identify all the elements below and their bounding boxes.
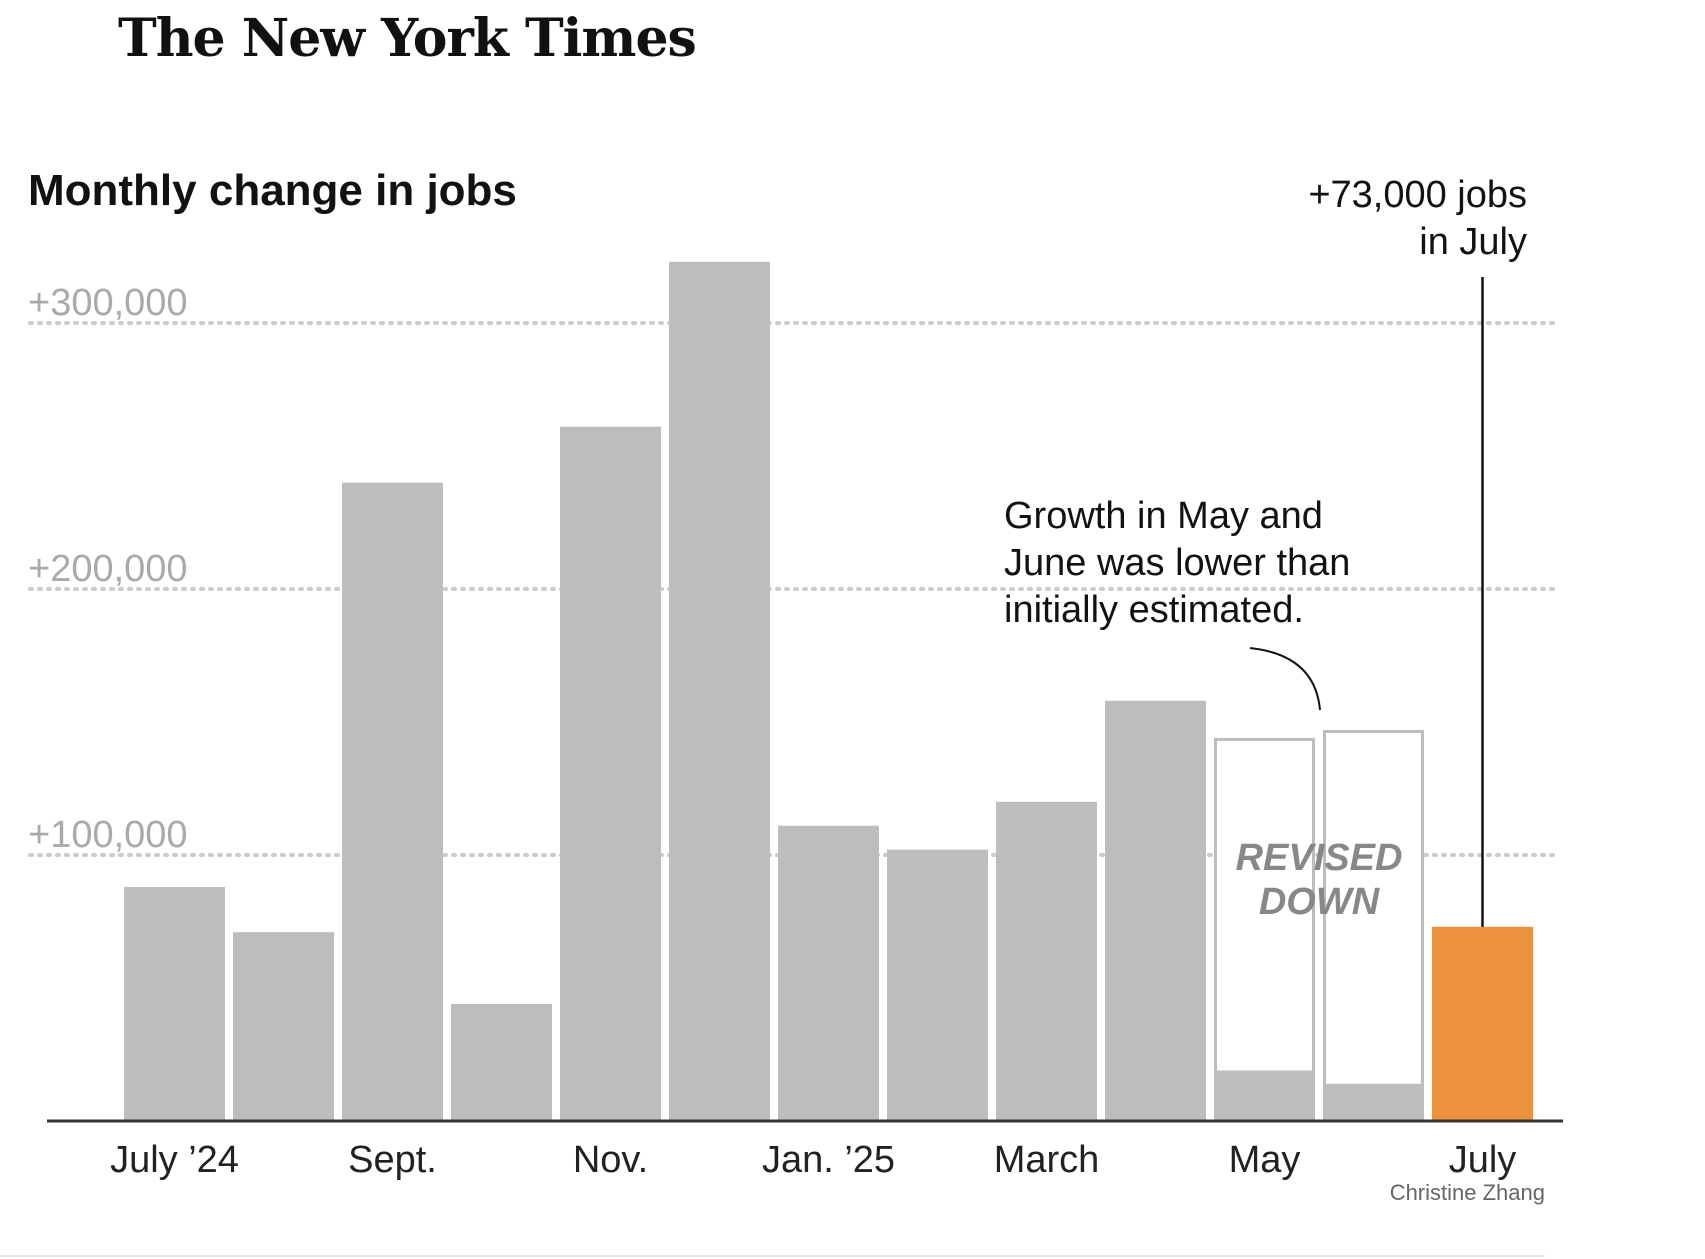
revision-annotation-line1: Growth in May and <box>1004 495 1323 537</box>
x-tick-label: May <box>1229 1139 1301 1181</box>
y-tick-label: +300,000 <box>28 282 188 324</box>
chart-title: Monthly change in jobs <box>28 166 517 215</box>
bar-jan-25 <box>778 825 879 1121</box>
x-tick-label: Sept. <box>348 1139 437 1181</box>
y-tick-label: +200,000 <box>28 548 188 590</box>
july-annotation-line1: +73,000 jobs <box>1308 174 1527 216</box>
x-tick-label: July <box>1449 1139 1517 1181</box>
chart-credit: Christine Zhang <box>1389 1180 1545 1205</box>
revised-bar-background <box>1323 729 1424 1121</box>
revised-down-label: DOWN <box>1259 881 1381 923</box>
bar-feb- <box>887 849 988 1121</box>
x-tick-label: Nov. <box>573 1139 648 1181</box>
bar-march <box>996 801 1097 1121</box>
bar-oct- <box>451 1003 552 1121</box>
bar-sept- <box>342 482 443 1122</box>
bar-dec- <box>669 261 770 1121</box>
x-tick-label: March <box>994 1139 1100 1181</box>
y-tick-label: +100,000 <box>28 814 188 856</box>
publication-logo: The New York Times <box>118 8 697 69</box>
revision-annotation-line2: June was lower than <box>1004 542 1350 584</box>
bar-july <box>1432 926 1533 1121</box>
july-annotation-line2: in July <box>1419 221 1527 263</box>
x-tick-label: Jan. ’25 <box>762 1139 895 1181</box>
bar-july-24 <box>124 886 225 1121</box>
bar-april <box>1105 700 1206 1121</box>
bar-may <box>1214 1070 1315 1121</box>
bar-aug- <box>233 932 334 1121</box>
x-tick-label: July ’24 <box>110 1139 239 1181</box>
bar-june <box>1323 1083 1424 1121</box>
bottom-divider <box>0 1255 1545 1257</box>
revised-bar-background <box>1214 737 1315 1121</box>
revised-down-label: REVISED <box>1236 837 1403 879</box>
revision-annotation-line3: initially estimated. <box>1004 589 1304 631</box>
bar-nov- <box>560 426 661 1121</box>
revision-annotation-curve <box>1249 647 1321 711</box>
